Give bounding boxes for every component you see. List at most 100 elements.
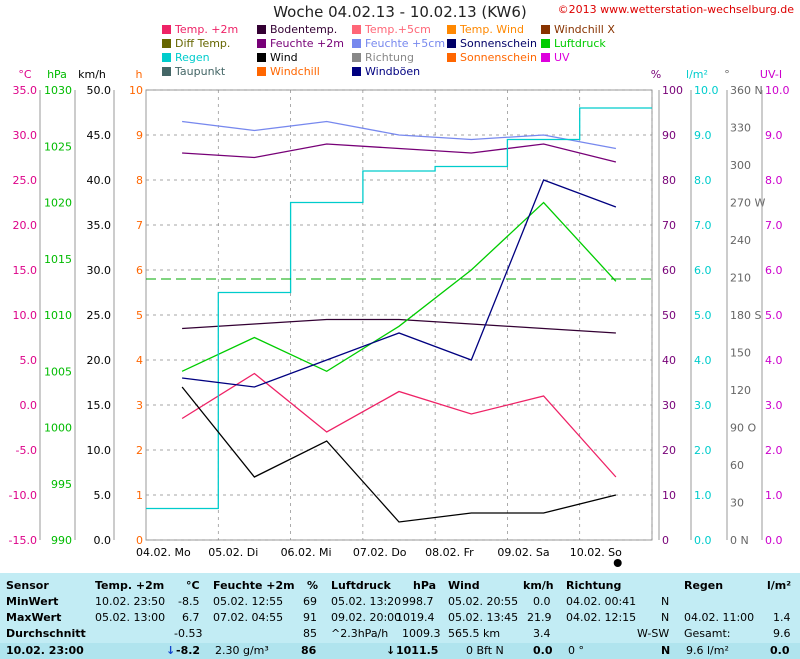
kmh-tick: 5.0: [94, 489, 112, 502]
temp-unit-label: °C: [18, 68, 32, 81]
hours-tick: 5: [136, 309, 143, 322]
current-rain: 0.0: [770, 644, 790, 657]
legend-label: Regen: [175, 51, 210, 64]
pct-tick: 30: [662, 399, 676, 412]
direction-tick: 60: [730, 459, 744, 472]
direction-tick: 0 N: [730, 534, 749, 547]
hours-tick: 7: [136, 219, 143, 232]
deg-unit-label: °: [724, 68, 730, 81]
pressure-trend: ^2.3hPa/h: [331, 627, 389, 640]
kmh-tick: 0.0: [94, 534, 112, 547]
hpa-tick: 995: [51, 478, 72, 491]
rain-tick: 7.0: [694, 219, 712, 232]
kmh-tick: 40.0: [87, 174, 112, 187]
rain-tick: 1.0: [694, 489, 712, 502]
legend-swatch: [257, 39, 266, 48]
hours-tick: 1: [136, 489, 143, 502]
uv-tick: 1.0: [765, 489, 783, 502]
humidity-header: Feuchte +2m: [213, 579, 295, 592]
legend-label: Windböen: [365, 65, 421, 78]
day-label: 07.02. Do: [353, 546, 407, 559]
hpa-tick: 1000: [44, 422, 72, 435]
humidity-max-time: 07.02. 04:55: [213, 611, 284, 624]
direction-tick: 240: [730, 234, 751, 247]
legend-swatch: [447, 53, 456, 62]
uv-tick: 6.0: [765, 264, 783, 277]
wind-distance: 565.5 km: [448, 627, 501, 640]
pressure-min-value: 998.7: [402, 595, 434, 608]
legend-label: Sonnenschein: [460, 51, 537, 64]
pct-tick: 50: [662, 309, 676, 322]
temp-tick: -5.0: [16, 444, 37, 457]
legend-swatch: [257, 53, 266, 62]
legend-item: Regen: [162, 51, 210, 64]
temp-tick: 35.0: [13, 84, 38, 97]
pressure-max-value: 1019.4: [396, 611, 435, 624]
humidity-average: 85: [303, 627, 317, 640]
current-row: 10.02. 23:00 ↓ -8.2 2.30 g/m³ 86 ↓ 1011.…: [0, 643, 800, 659]
current-direction-degrees: 0 °: [568, 644, 584, 657]
copyright-link[interactable]: ©2013 www.wetterstation-wechselburg.de: [557, 3, 794, 16]
wind-average: 3.4: [533, 627, 551, 640]
day-label: 06.02. Mi: [281, 546, 332, 559]
legend-label: Windchill: [270, 65, 320, 78]
pressure-unit: hPa: [413, 579, 437, 592]
legend-item: UV: [541, 51, 570, 64]
wind-min-value: 0.0: [533, 595, 551, 608]
legend-label: UV: [554, 51, 570, 64]
hpa-tick: 1015: [44, 253, 72, 266]
direction-tick: 180 S: [730, 309, 761, 322]
direction-header: Richtung: [566, 579, 622, 592]
day-label: 09.02. Sa: [497, 546, 549, 559]
legend-item: Windchill X: [541, 23, 615, 36]
temp-tick: -15.0: [9, 534, 37, 547]
legend-label: Bodentemp.: [270, 23, 338, 36]
kmh-tick: 45.0: [87, 129, 112, 142]
direction-tick: 120: [730, 384, 751, 397]
sensor-header: Sensor: [6, 579, 49, 592]
legend-swatch: [162, 39, 171, 48]
wind-header: Wind: [448, 579, 480, 592]
legend-swatch: [447, 39, 456, 48]
stats-table: Sensor Temp. +2m °C Feuchte +2m % Luftdr…: [0, 573, 800, 659]
rain-tick: 3.0: [694, 399, 712, 412]
humidity-max-value: 91: [303, 611, 317, 624]
hours-unit-label: h: [136, 68, 143, 81]
legend-item: Diff Temp.: [162, 37, 230, 50]
temp-unit: °C: [186, 579, 200, 592]
kmh-tick: 25.0: [87, 309, 112, 322]
legend-swatch: [541, 39, 550, 48]
legend-swatch: [541, 25, 550, 34]
direction-tick: 90 O: [730, 422, 756, 435]
kmh-tick: 10.0: [87, 444, 112, 457]
max-label: MaxWert: [6, 611, 62, 624]
legend-swatch: [162, 67, 171, 76]
wind-min-time: 05.02. 20:55: [448, 595, 519, 608]
rain-tick: 0.0: [694, 534, 712, 547]
legend-label: Feuchte +5cm: [365, 37, 446, 50]
rain-tick: 4.0: [694, 354, 712, 367]
current-timestamp: 10.02. 23:00: [6, 644, 84, 657]
direction-tick: 210: [730, 272, 751, 285]
legend-item: Temp. +2m: [162, 23, 238, 36]
wind-max-value: 21.9: [527, 611, 552, 624]
pct-tick: 90: [662, 129, 676, 142]
legend-item: Bodentemp.: [257, 23, 337, 36]
rain-total-label: Gesamt:: [684, 627, 731, 640]
average-label: Durchschnitt: [6, 627, 86, 640]
series-line: [181, 372, 617, 478]
series-line: [146, 107, 652, 510]
temp-tick: 30.0: [13, 129, 38, 142]
hpa-unit-label: hPa: [47, 68, 67, 81]
day-label: 04.02. Mo: [136, 546, 191, 559]
current-temp: -8.2: [176, 644, 201, 657]
pct-tick: 80: [662, 174, 676, 187]
kmh-tick: 30.0: [87, 264, 112, 277]
kmh-tick: 50.0: [87, 84, 112, 97]
chart-title: Woche 04.02.13 - 10.02.13 (KW6): [273, 3, 527, 21]
direction-average: W-SW: [637, 627, 670, 640]
rain-tick: 5.0: [694, 309, 712, 322]
hours-tick: 9: [136, 129, 143, 142]
pct-tick: 60: [662, 264, 676, 277]
uv-unit-label: UV-I: [760, 68, 782, 81]
